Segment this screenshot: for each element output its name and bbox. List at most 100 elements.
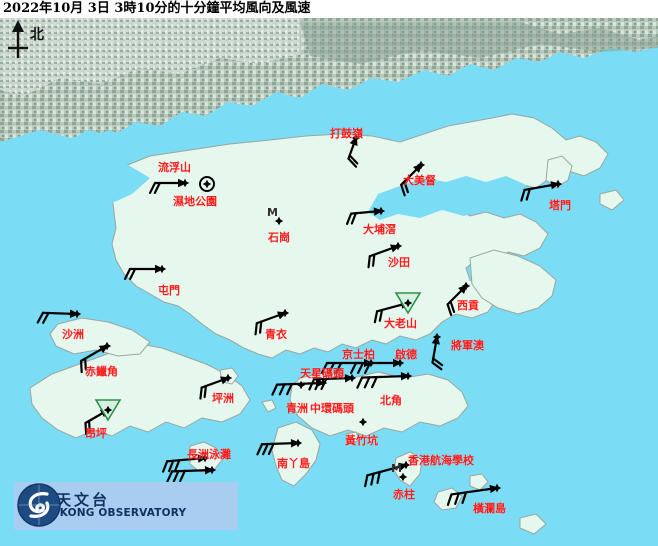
station-marker-m: M [267, 206, 278, 219]
station-label: 沙洲 [62, 328, 84, 341]
wind-barb-feather [254, 322, 258, 336]
wind-barb-feather [363, 376, 371, 389]
wind-barb-feather [203, 384, 207, 399]
chek-lap-kok-airport [49, 317, 151, 357]
wind-barb-feather [367, 255, 371, 269]
station-marker-dot [461, 281, 471, 291]
north-label: 北 [30, 27, 44, 43]
station-marker-dot [347, 373, 357, 383]
wind-barb-feather [335, 361, 343, 374]
wind-barb-feather [123, 267, 132, 280]
station-marker-m: M [391, 462, 402, 475]
station-label: 塔門 [549, 199, 571, 212]
station-marker-dot [432, 332, 442, 342]
station-marker-dot [358, 417, 368, 427]
station-label: 石崗 [268, 231, 290, 244]
station-label: 大埔滘 [363, 223, 396, 236]
station-marker-dot [102, 341, 112, 351]
wind-barb-feather [446, 493, 453, 506]
station-label: 黃竹坑 [345, 434, 378, 447]
station-label: 西貢 [457, 299, 479, 312]
wind-barb-feather [278, 383, 286, 396]
tap-mun-island [545, 155, 573, 189]
station-marker-dot [202, 179, 212, 189]
wind-barb-feather [172, 470, 180, 483]
page-title: 2022年10月 3日 3時10分的十分鐘平均風向及風速 [3, 1, 311, 16]
station-label: 長洲泳灘 [187, 448, 231, 461]
wind-barb-feather [461, 491, 468, 504]
wind-barb-feather [446, 303, 453, 316]
station-marker-dot [393, 241, 403, 251]
station-label: 沙田 [388, 256, 410, 269]
wind-barb-feather [345, 212, 353, 226]
station-label: 打鼓嶺 [330, 127, 363, 140]
station-label: 大老山 [384, 317, 417, 330]
wind-barb-feather [350, 212, 357, 225]
station-marker-dot [401, 460, 411, 470]
station-label: 赤柱 [393, 488, 415, 501]
mainland-terrain-light [0, 18, 300, 96]
station-label: 青洲 [286, 402, 308, 415]
wind-barb-feather [84, 421, 88, 436]
station-marker-dot [398, 472, 408, 482]
wind-barb-feather [378, 308, 384, 322]
station-label: 青衣 [265, 328, 287, 341]
wind-barb-feather [36, 311, 45, 324]
wind-barb-feather [520, 188, 526, 202]
wind-barb-feather [371, 375, 378, 389]
wind-barb-feather [84, 357, 87, 371]
station-marker-dot [207, 465, 217, 475]
station-label: 將軍澳 [451, 339, 484, 352]
station-marker-dot [274, 216, 284, 226]
sai-kung-peninsula [469, 249, 557, 315]
station-marker-dot [376, 206, 386, 216]
small-islet-b [345, 431, 361, 445]
wind-barb-feather [271, 383, 279, 396]
station-marker-ring [199, 176, 215, 192]
tolo-harbour-water [368, 176, 538, 220]
wind-barb-feather [148, 181, 157, 194]
station-label: 香港航海學校 [408, 454, 474, 467]
wind-barb-feather [168, 459, 175, 473]
wind-barb-feather [371, 253, 376, 267]
station-label: 屯門 [158, 284, 180, 297]
wind-barb-feather [356, 361, 365, 374]
hko-swirl-logo [17, 483, 61, 527]
station-marker-dot [553, 179, 563, 189]
wind-barb-feather [286, 382, 293, 396]
wind-barb-feather [349, 361, 358, 374]
hko-logo-en: HONG KONG OBSERVATORY [20, 507, 187, 520]
wind-barb-feather [348, 154, 359, 165]
station-label: 流浮山 [158, 161, 191, 174]
station-label: 中環碼頭 [310, 402, 354, 415]
wind-barb-feather [376, 470, 381, 484]
small-islet-c [599, 189, 625, 211]
station-label: 大美督 [403, 174, 436, 187]
wind-barb-feather [79, 359, 83, 374]
wind-barb-feather [262, 442, 269, 456]
station-label: 北角 [380, 394, 402, 407]
station-marker-dot [366, 358, 376, 368]
north-arrow-icon [8, 20, 28, 58]
wind-barb-feather [347, 157, 358, 168]
wind-barb-feather [258, 320, 263, 334]
deep-bay-water [0, 142, 150, 214]
station-marker-dot [280, 308, 290, 318]
mainland-terrain-dark [300, 22, 658, 64]
station-label: 昂坪 [85, 427, 107, 440]
wind-barb-feather [161, 460, 169, 473]
wind-barb-feather [267, 442, 275, 456]
station-marker-dot [157, 264, 167, 274]
station-marker-dot [296, 380, 306, 390]
small-islet-a [261, 399, 277, 413]
wind-barb-feather [256, 443, 264, 456]
station-marker-dot [351, 133, 361, 143]
wind-barb-feather [403, 180, 409, 194]
station-label: 天星碼頭 [300, 367, 344, 380]
waglan-islet [469, 473, 489, 491]
station-marker-dot [72, 309, 82, 319]
station-marker-dot [223, 373, 233, 383]
wind-barb-feather [199, 386, 203, 400]
